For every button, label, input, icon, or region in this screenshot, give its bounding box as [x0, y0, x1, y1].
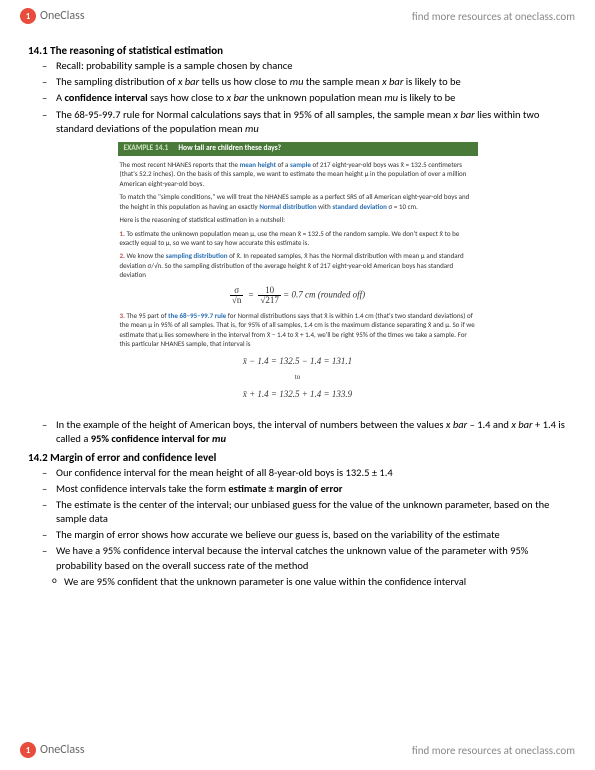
section-14-2-title: 14.2 Margin of error and confidence leve… [28, 451, 567, 464]
bullet-estimate: The estimate is the center of the interv… [46, 498, 567, 526]
section-14-1-list: Recall: probability sample is a sample c… [28, 59, 567, 136]
bullet-rule: The 68-95-99.7 rule for Normal calculati… [46, 108, 567, 136]
example-intro: Here is the reasoning of statistical est… [120, 215, 476, 224]
bullet-95-why: We have a 95% confidence interval becaus… [46, 544, 567, 572]
section-14-1-title: 14.1 The reasoning of statistical estima… [28, 44, 567, 57]
bullet-recall: Recall: probability sample is a sample c… [46, 59, 567, 73]
example-step1: 1. To estimate the unknown population me… [120, 229, 476, 248]
footer-logo-icon: 1 [20, 742, 36, 758]
footer-resources-link[interactable]: find more resources at oneclass.com [412, 744, 575, 757]
section-14-2-sublist: We are 95% confident that the unknown pa… [28, 575, 567, 589]
formula-sd: σ√n = 10√217 = 0.7 cm (rounded off) [120, 286, 476, 305]
page-header: 1 OneClass find more resources at onecla… [0, 0, 595, 32]
example-tag: EXAMPLE 14.1 [124, 144, 169, 154]
logo-text: OneClass [40, 9, 85, 23]
example-title: How tall are children these days? [178, 144, 281, 154]
page-footer: 1 OneClass find more resources at onecla… [0, 734, 595, 766]
formula-upper: x̄ + 1.4 = 132.5 + 1.4 = 133.9 [120, 388, 476, 400]
footer-logo: 1 OneClass [20, 742, 85, 758]
logo-icon: 1 [20, 8, 36, 24]
formula-to: to [120, 373, 476, 382]
bullet-ci-example: Our confidence interval for the mean hei… [46, 466, 567, 480]
example-header: EXAMPLE 14.1 How tall are children these… [118, 142, 478, 156]
formula-lower: x̄ − 1.4 = 132.5 − 1.4 = 131.1 [120, 355, 476, 367]
bullet-ci-form: Most confidence intervals take the form … [46, 482, 567, 496]
example-step2: 2. We know the sampling distribution of … [120, 251, 476, 279]
sub-confident: We are 95% confident that the unknown pa… [52, 575, 567, 589]
example-p1: The most recent NHANES reports that the … [120, 160, 476, 188]
example-body: The most recent NHANES reports that the … [118, 156, 478, 410]
bullet-example-conclusion: In the example of the height of American… [46, 418, 567, 446]
example-p2: To match the "simple conditions," we wil… [120, 192, 476, 211]
section-14-1-post-list: In the example of the height of American… [28, 418, 567, 446]
resources-link[interactable]: find more resources at oneclass.com [412, 10, 575, 23]
page-content: 14.1 The reasoning of statistical estima… [0, 32, 595, 589]
section-14-2-list: Our confidence interval for the mean hei… [28, 466, 567, 573]
example-step3: 3. The 95 part of the 68–95–99.7 rule fo… [120, 311, 476, 349]
footer-logo-text: OneClass [40, 743, 85, 757]
logo: 1 OneClass [20, 8, 85, 24]
example-box: EXAMPLE 14.1 How tall are children these… [118, 142, 478, 410]
bullet-margin: The margin of error shows how accurate w… [46, 528, 567, 542]
bullet-sampling-dist: The sampling distribution of x bar tells… [46, 75, 567, 89]
bullet-confidence: A confidence interval says how close to … [46, 91, 567, 105]
